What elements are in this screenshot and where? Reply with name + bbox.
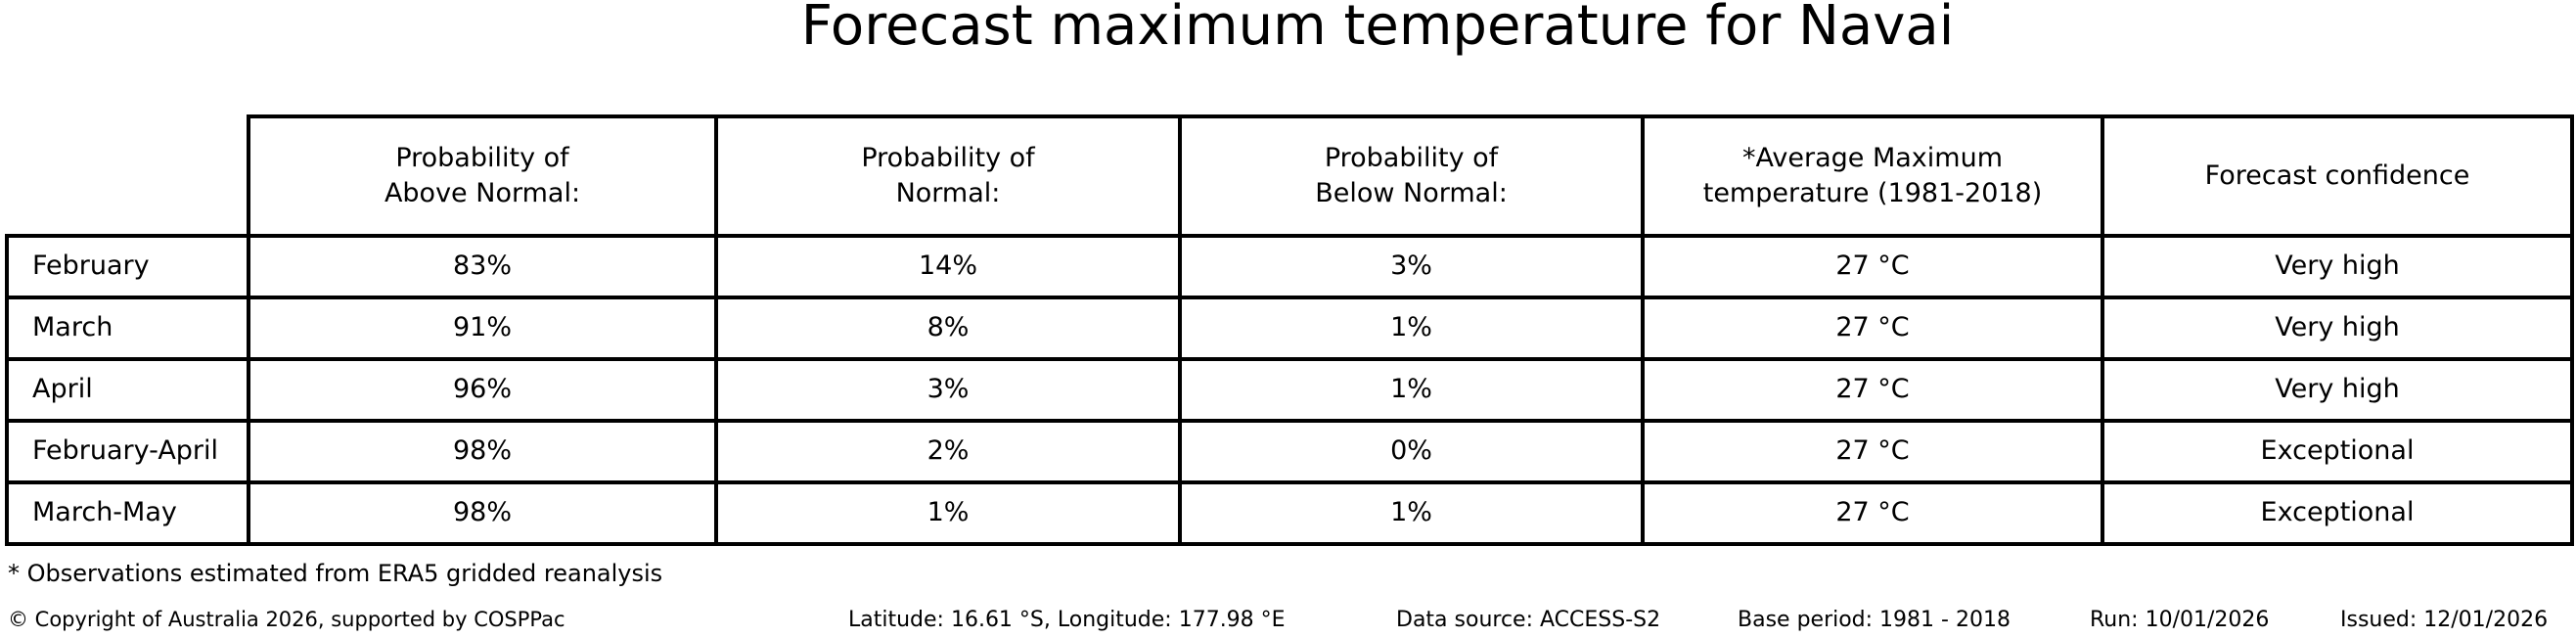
col-header-below-normal: Probability of Below Normal: [1178,114,1645,238]
table-cell: 27 °C [1641,480,2104,546]
table-row-february-april: February-April 98% 2% 0% 27 °C Exception… [5,419,2574,484]
table-cell: 14% [714,234,1182,299]
table-cell: 3% [714,357,1182,423]
base-period-text: Base period: 1981 - 2018 [1738,608,2011,632]
row-label: April [5,357,250,423]
table-cell: 3% [1178,234,1645,299]
run-date-text: Run: 10/01/2026 [2090,608,2270,632]
table-cell: 98% [247,419,718,484]
col-header-forecast-confidence: Forecast confidence [2101,114,2574,238]
table-cell: Exceptional [2101,480,2574,546]
table-row-april: April 96% 3% 1% 27 °C Very high [5,357,2574,423]
row-label: March-May [5,480,250,546]
table-row-february: February 83% 14% 3% 27 °C Very high [5,234,2574,299]
col-header-average-max-temp: *Average Maximum temperature (1981-2018) [1641,114,2104,238]
row-label: March [5,296,250,361]
data-source-text: Data source: ACCESS-S2 [1396,608,1661,632]
table-cell: 96% [247,357,718,423]
table-cell: Exceptional [2101,419,2574,484]
corner-cell [7,116,249,236]
col-header-normal: Probability of Normal: [714,114,1182,238]
forecast-table: Probability of Above Normal: Probability… [5,114,2574,546]
table-cell: 1% [1178,357,1645,423]
table-cell: 83% [247,234,718,299]
table-cell: 1% [1178,480,1645,546]
table-cell: 1% [1178,296,1645,361]
table-cell: 98% [247,480,718,546]
issued-date-text: Issued: 12/01/2026 [2340,608,2549,632]
table-cell: 1% [714,480,1182,546]
table-cell: Very high [2101,234,2574,299]
table-cell: 2% [714,419,1182,484]
copyright-text: © Copyright of Australia 2026, supported… [8,608,565,631]
table-cell: Very high [2101,357,2574,423]
table-row-march-may: March-May 98% 1% 1% 27 °C Exceptional [5,480,2574,546]
page-title: Forecast maximum temperature for Navai [800,0,1955,58]
table-cell: 27 °C [1641,357,2104,423]
location-text: Latitude: 16.61 °S, Longitude: 177.98 °E [848,608,1286,632]
table-cell: 0% [1178,419,1645,484]
footnote: * Observations estimated from ERA5 gridd… [8,560,663,587]
table-header-row: Probability of Above Normal: Probability… [7,114,2574,238]
col-header-above-normal: Probability of Above Normal: [247,114,718,238]
table-cell: 91% [247,296,718,361]
row-label: February-April [5,419,250,484]
row-label: February [5,234,250,299]
table-row-march: March 91% 8% 1% 27 °C Very high [5,296,2574,361]
table-cell: Very high [2101,296,2574,361]
table-cell: 27 °C [1641,234,2104,299]
table-cell: 27 °C [1641,296,2104,361]
table-cell: 27 °C [1641,419,2104,484]
table-cell: 8% [714,296,1182,361]
